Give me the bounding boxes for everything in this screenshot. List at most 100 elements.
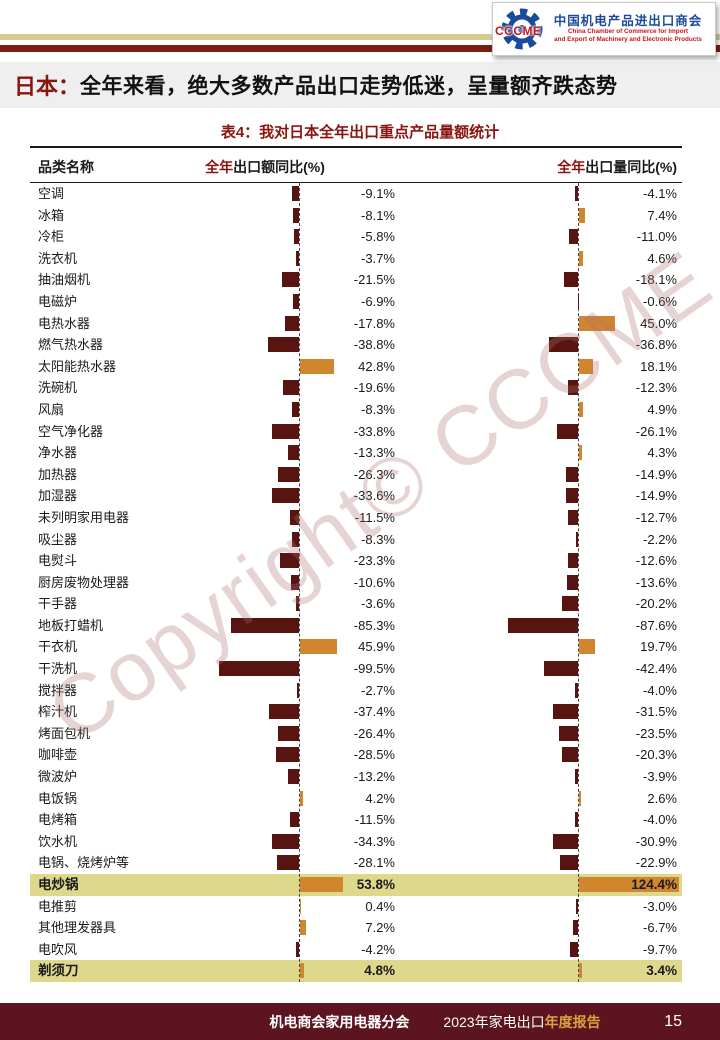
value-yoy-label: -2.7% (361, 682, 395, 698)
value-yoy-bar (271, 423, 299, 439)
value-yoy-label: -28.1% (353, 855, 395, 871)
table-row: 冰箱 -8.1% 7.4% (30, 205, 682, 227)
value-yoy-label: -19.6% (353, 380, 395, 396)
value-yoy-bar (296, 596, 299, 612)
value-yoy-bar (290, 574, 299, 590)
volume-yoy-bar (559, 725, 578, 741)
product-name: 空气净化器 (38, 423, 104, 439)
volume-yoy-bar (572, 920, 578, 936)
table-row: 电磁炉 -6.9% -0.6% (30, 291, 682, 313)
footer-report-title: 2023年家电出口年度报告 (443, 1013, 601, 1030)
product-name: 其他理发器具 (38, 920, 117, 936)
volume-yoy-label: -14.9% (635, 488, 677, 504)
volume-yoy-bar (574, 769, 578, 785)
volume-yoy-bar (574, 812, 578, 828)
value-yoy-bar (291, 186, 299, 201)
product-name: 洗碗机 (38, 380, 78, 396)
value-yoy-bar (289, 509, 299, 525)
volume-yoy-bar (569, 229, 578, 245)
table-row: 太阳能热水器 42.8% 18.1% (30, 356, 682, 378)
volume-yoy-label: -26.1% (635, 423, 677, 439)
value-yoy-label: -21.5% (353, 272, 395, 288)
table-row: 风扇 -8.3% 4.9% (30, 399, 682, 421)
volume-yoy-bar (561, 596, 578, 612)
value-yoy-label: 4.2% (365, 790, 395, 806)
value-yoy-bar (294, 229, 299, 245)
volume-yoy-bar (574, 682, 578, 698)
logo-text: 中国机电产品进出口商会 China Chamber of Commerce fo… (546, 14, 710, 45)
value-yoy-label: -38.8% (353, 337, 395, 353)
volume-yoy-label: -4.0% (643, 812, 677, 828)
value-yoy-bar (280, 553, 299, 569)
volume-yoy-bar (559, 855, 578, 871)
product-name: 洗衣机 (38, 250, 78, 266)
volume-yoy-bar (579, 315, 615, 331)
table-row: 吸尘器 -8.3% -2.2% (30, 529, 682, 551)
volume-yoy-label: -3.9% (643, 769, 677, 785)
value-yoy-bar (271, 833, 299, 849)
table-row: 咖啡壶 -28.5% -20.3% (30, 744, 682, 766)
value-yoy-bar (292, 401, 299, 417)
value-yoy-bar (296, 250, 299, 266)
value-yoy-bar (219, 661, 299, 677)
volume-yoy-label: -42.4% (635, 661, 677, 677)
volume-yoy-label: 4.3% (647, 445, 677, 461)
value-yoy-label: -5.8% (361, 229, 395, 245)
value-yoy-bar (300, 358, 335, 374)
table-row: 搅拌器 -2.7% -4.0% (30, 680, 682, 702)
volume-yoy-bar (507, 617, 578, 633)
volume-yoy-bar (579, 877, 679, 892)
value-yoy-label: -26.3% (353, 466, 395, 482)
volume-yoy-label: -87.6% (635, 617, 677, 633)
volume-yoy-label: -13.6% (635, 574, 677, 590)
product-name: 电饭锅 (38, 790, 78, 806)
gear-icon: CCCME (495, 5, 546, 53)
volume-yoy-label: 4.9% (647, 401, 677, 417)
table-row: 洗衣机 -3.7% 4.6% (30, 248, 682, 270)
table-row: 电炒锅 53.8% 124.4% (30, 874, 682, 896)
volume-yoy-bar (579, 790, 582, 806)
value-yoy-bar (281, 272, 299, 288)
volume-yoy-label: 19.7% (640, 639, 677, 655)
value-yoy-label: -33.6% (353, 488, 395, 504)
value-yoy-label: -3.6% (361, 596, 395, 612)
cccme-logo: CCCME 中国机电产品进出口商会 China Chamber of Comme… (492, 2, 716, 56)
value-yoy-bar (289, 812, 299, 828)
logo-org-name-en-line2: and Export of Machinery and Electronic P… (554, 36, 702, 44)
table-row: 空气净化器 -33.8% -26.1% (30, 421, 682, 443)
product-name: 干洗机 (38, 661, 78, 677)
table-row: 电吹风 -4.2% -9.7% (30, 939, 682, 961)
volume-yoy-label: -6.7% (643, 920, 677, 936)
value-yoy-label: -26.4% (353, 725, 395, 741)
product-name: 电磁炉 (38, 293, 78, 309)
product-name: 榨汁机 (38, 704, 78, 720)
volume-yoy-bar (548, 337, 578, 353)
table-row: 电锅、烧烤炉等 -28.1% -22.9% (30, 852, 682, 874)
volume-yoy-bar (568, 380, 578, 396)
value-yoy-label: 0.4% (365, 898, 395, 914)
product-name: 电炒锅 (38, 877, 79, 892)
volume-yoy-bar (570, 941, 578, 957)
product-name: 电熨斗 (38, 553, 78, 569)
value-yoy-label: 42.8% (358, 358, 395, 374)
value-yoy-bar (292, 531, 299, 547)
volume-yoy-label: 45.0% (640, 315, 677, 331)
volume-yoy-label: -11.0% (636, 229, 677, 245)
volume-yoy-bar (574, 186, 578, 201)
value-yoy-bar (293, 293, 299, 309)
table-row: 冷柜 -5.8% -11.0% (30, 226, 682, 248)
value-yoy-bar (276, 855, 299, 871)
volume-yoy-label: 18.1% (640, 358, 677, 374)
product-name: 干手器 (38, 596, 78, 612)
volume-yoy-label: -2.2% (643, 531, 677, 547)
value-yoy-bar (300, 920, 306, 936)
volume-yoy-label: -30.9% (635, 833, 677, 849)
table-row: 加热器 -26.3% -14.9% (30, 464, 682, 486)
value-yoy-bar (269, 704, 299, 720)
value-yoy-label: -8.1% (361, 207, 395, 223)
table-row: 地板打蜡机 -85.3% -87.6% (30, 615, 682, 637)
volume-yoy-label: -20.3% (635, 747, 677, 763)
value-yoy-label: -99.5% (353, 661, 395, 677)
value-yoy-label: 4.8% (364, 963, 395, 979)
value-yoy-bar (283, 380, 299, 396)
